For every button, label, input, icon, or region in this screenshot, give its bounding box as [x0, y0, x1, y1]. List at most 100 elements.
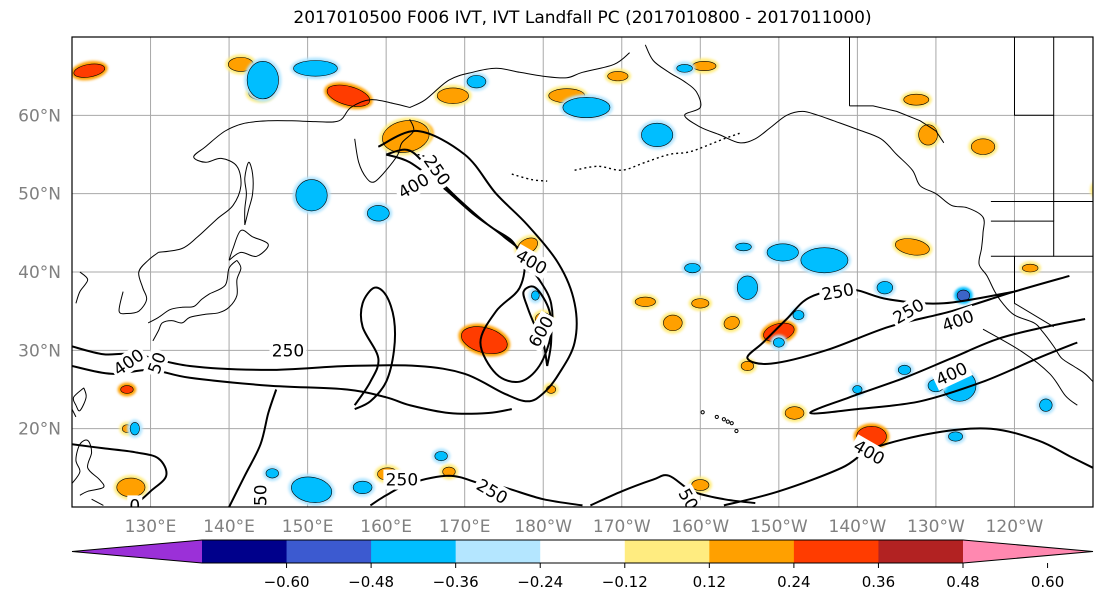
anomaly-patch — [692, 60, 717, 71]
anomaly-patch — [876, 281, 894, 295]
contour-label-bg — [142, 347, 171, 379]
contour-label: 250 — [817, 278, 858, 305]
anomaly-patch — [691, 298, 710, 309]
anomaly-patch — [766, 243, 799, 262]
colorbar-tick-label: −0.60 — [264, 573, 310, 591]
colorbar-tick-label: −0.48 — [348, 573, 394, 591]
anomaly-patch — [466, 75, 487, 89]
coastline — [72, 439, 105, 496]
anomaly-patch — [367, 205, 390, 222]
contour-label: 600 — [522, 310, 559, 353]
contour-label-bg — [392, 167, 435, 204]
anomaly-patch — [723, 316, 740, 330]
axis-labels: 130°E 140°E 150°E 160°E 170°E 180°W 170°W 160°W… — [18, 106, 1043, 537]
coastline — [75, 271, 89, 304]
ivt-contour — [228, 389, 278, 507]
ivt-contour — [385, 148, 554, 384]
colorbar-segment — [455, 540, 541, 563]
anomaly-patch — [784, 406, 805, 420]
coastline — [147, 259, 238, 324]
lon-tick-label: 130°W — [907, 517, 965, 537]
anomaly-patch — [1092, 187, 1093, 192]
contour-label: 50 — [250, 482, 272, 507]
lon-tick-label: 170°E — [439, 517, 491, 537]
contour-label-text: 250 — [820, 280, 855, 305]
lon-tick-label: 130°E — [125, 517, 177, 537]
colorbar-outline — [71, 539, 1094, 564]
anomaly-patch — [792, 310, 805, 321]
island — [729, 421, 734, 426]
island-chain — [511, 173, 548, 182]
ivt-contour — [369, 474, 583, 507]
anomaly-patch — [676, 64, 693, 73]
anomaly-patch — [894, 238, 930, 256]
island — [721, 417, 726, 422]
contour-label-bg — [107, 343, 150, 381]
coastline — [644, 44, 1093, 383]
colorbar: −0.60 −0.48 −0.36 −0.24 −0.12 0.12 0.24 0.36 0.4… — [71, 539, 1094, 591]
anomaly-patch — [970, 138, 996, 155]
political-border — [1014, 256, 1054, 328]
contour-label: 0 — [127, 495, 143, 516]
anomaly-patch — [293, 60, 338, 77]
political-border — [1014, 37, 1054, 116]
anomaly-patch — [1022, 263, 1039, 273]
ivt-contour — [353, 286, 396, 411]
lat-tick-label: 20°N — [18, 420, 61, 440]
colorbar-tick-label: −0.24 — [517, 573, 563, 591]
coastline — [409, 52, 630, 108]
contour-label-text: 0 — [129, 496, 140, 516]
colorbar-tick-label: −0.12 — [602, 573, 648, 591]
anomaly-patch — [641, 122, 674, 147]
ivt-contour — [746, 274, 1070, 365]
coastline — [118, 251, 159, 315]
lon-tick-label: 150°E — [282, 517, 334, 537]
island — [700, 410, 705, 415]
contour-label-text: 50 — [252, 484, 272, 506]
contour-label: 50 — [142, 347, 171, 379]
ivt-contour — [72, 129, 578, 403]
colorbar-segment — [371, 540, 457, 563]
anomaly-patch — [265, 468, 279, 479]
anomaly-patch — [684, 263, 701, 274]
ivt-contour — [809, 318, 1086, 415]
map-title: 2017010500 F006 IVT, IVT Landfall PC (20… — [293, 8, 872, 28]
lon-tick-label: 160°W — [671, 517, 729, 537]
colorbar-tick-label: 0.48 — [946, 573, 979, 591]
contour-label-bg — [418, 149, 457, 192]
anomaly-patch — [1039, 398, 1053, 412]
anomaly-patch — [295, 179, 328, 212]
colorbar-segment — [624, 540, 710, 563]
island-chain — [574, 132, 740, 171]
contour-label-text: 50 — [674, 485, 702, 514]
lon-tick-label: 120°W — [986, 517, 1044, 537]
lon-tick-label: 140°W — [829, 517, 887, 537]
colorbar-segment — [793, 540, 879, 563]
contour-label-bg — [522, 310, 559, 353]
anomaly-patch — [562, 97, 611, 118]
anomaly-patch — [903, 93, 930, 106]
anomaly-patch — [461, 326, 508, 355]
lon-tick-label: 180°W — [514, 517, 572, 537]
lat-tick-label: 30°N — [18, 341, 61, 361]
island — [725, 419, 730, 424]
anomaly-patch — [129, 422, 140, 436]
anomaly-patch — [852, 385, 863, 394]
contour-label-text: 250 — [386, 471, 418, 491]
lon-tick-label: 170°W — [593, 517, 651, 537]
contour-label-bg — [817, 278, 858, 305]
contour-label-bg — [673, 482, 704, 507]
coastline — [91, 498, 104, 506]
coastline — [354, 119, 415, 183]
anomaly-patch — [691, 479, 710, 491]
ivt-contour — [72, 365, 512, 415]
coastline — [152, 260, 242, 342]
colorbar-segment — [202, 540, 288, 563]
lon-tick-label: 140°E — [203, 517, 255, 537]
anomaly-patch — [326, 84, 371, 107]
anomaly-patch — [291, 476, 333, 503]
anomaly-patch — [607, 71, 629, 82]
